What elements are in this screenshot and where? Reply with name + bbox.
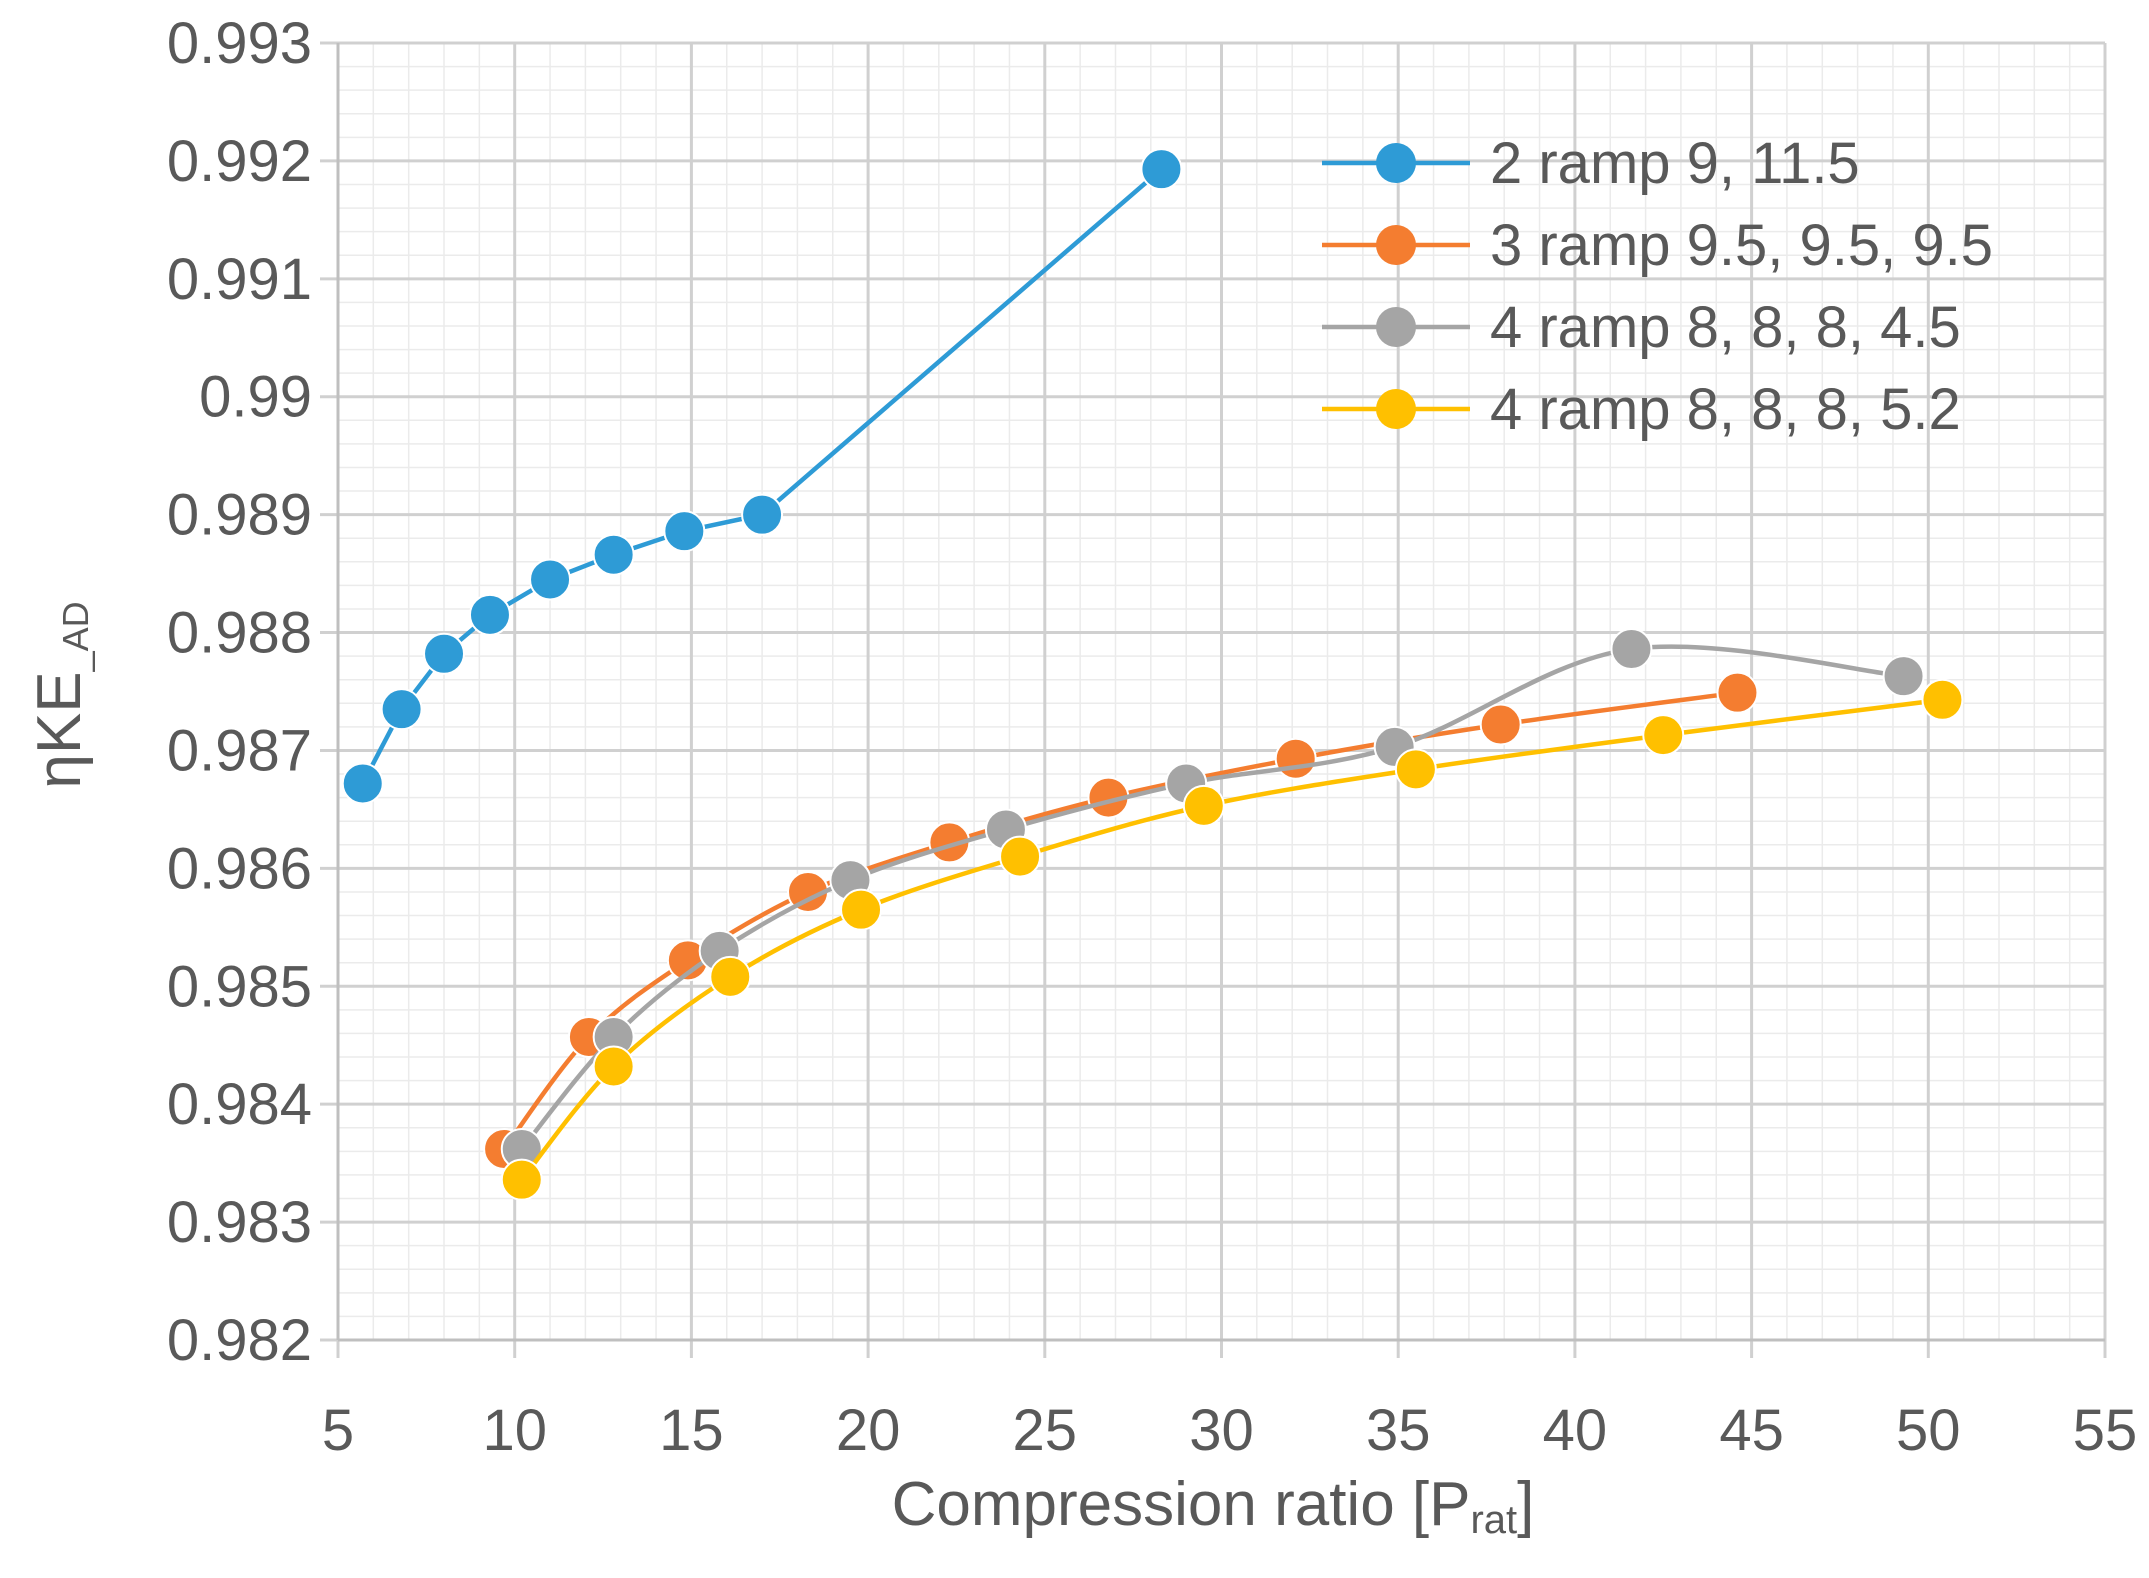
x-tick-label: 5: [322, 1398, 354, 1463]
series-3: [500, 628, 1925, 1170]
legend-label: 3 ramp 9.5, 9.5, 9.5: [1490, 213, 1993, 278]
data-point: [423, 632, 466, 675]
axes: [336, 43, 2105, 1342]
y-tick-label: 0.99: [199, 365, 312, 430]
x-axis-title-main: Compression ratio [P: [892, 1470, 1471, 1539]
series-layer: [341, 148, 1964, 1201]
data-point: [999, 835, 1042, 878]
x-tick-label: 55: [2073, 1398, 2138, 1463]
legend-marker: [1376, 389, 1416, 429]
x-axis-title-subscript: rat: [1470, 1498, 1517, 1542]
data-point: [1182, 784, 1225, 827]
y-tick-label: 0.992: [167, 129, 312, 194]
data-point: [500, 1158, 543, 1201]
x-tick-label: 25: [1013, 1398, 1078, 1463]
data-point: [840, 888, 883, 931]
x-tick-label: 40: [1543, 1398, 1608, 1463]
data-point: [1140, 148, 1183, 191]
x-tick-label: 20: [836, 1398, 901, 1463]
y-axis-title-main: ηKE: [25, 671, 94, 788]
data-point: [1274, 737, 1317, 780]
data-point: [1716, 671, 1759, 714]
x-axis-title-end: ]: [1517, 1470, 1534, 1539]
legend-entry-3: 4 ramp 8, 8, 8, 4.5: [1322, 295, 1961, 360]
y-tick-label: 0.983: [167, 1190, 312, 1255]
data-point: [1921, 678, 1964, 721]
data-point: [928, 821, 971, 864]
y-tick-label: 0.991: [167, 247, 312, 312]
legend-entry-4: 4 ramp 8, 8, 8, 5.2: [1322, 377, 1961, 442]
y-tick-label: 0.984: [167, 1072, 312, 1137]
data-point: [1882, 655, 1925, 698]
legend-label: 4 ramp 8, 8, 8, 4.5: [1490, 295, 1961, 360]
x-tick-label: 15: [659, 1398, 724, 1463]
x-axis-title: Compression ratio [Prat]: [892, 1470, 1535, 1542]
y-tick-label: 0.988: [167, 601, 312, 666]
data-point: [663, 510, 706, 553]
y-tick-label: 0.993: [167, 11, 312, 76]
data-point: [1642, 714, 1685, 757]
data-point: [529, 558, 572, 601]
series-line: [520, 644, 1904, 1151]
legend-label: 2 ramp 9, 11.5: [1490, 131, 1860, 196]
data-point: [741, 493, 784, 536]
x-tick-label: 50: [1896, 1398, 1961, 1463]
series-1: [341, 148, 1183, 805]
legend: 2 ramp 9, 11.5 3 ramp 9.5, 9.5, 9.5 4 ramp…: [1322, 131, 1993, 442]
y-axis-title-subscript: _AD: [55, 601, 96, 672]
data-point: [592, 1045, 635, 1088]
series-line: [520, 697, 1943, 1182]
data-point: [380, 688, 423, 731]
data-point: [709, 955, 752, 998]
x-tick-label: 45: [1719, 1398, 1784, 1463]
data-point: [468, 593, 511, 636]
y-tick-label: 0.987: [167, 718, 312, 783]
tick-labels: 5 10 15 20 25 30 35 40 45 50 55 0.982 0.983 0.984 0.98…: [167, 11, 2137, 1463]
y-axis-title: ηKE_AD: [25, 601, 96, 788]
data-point: [341, 762, 384, 805]
series-4: [500, 678, 1964, 1201]
data-point: [1479, 703, 1522, 746]
legend-entry-1: 2 ramp 9, 11.5: [1322, 131, 1860, 196]
x-tick-label: 30: [1189, 1398, 1254, 1463]
data-point: [592, 533, 635, 576]
y-tick-label: 0.986: [167, 836, 312, 901]
legend-label: 4 ramp 8, 8, 8, 5.2: [1490, 377, 1961, 442]
legend-marker: [1376, 307, 1416, 347]
x-tick-label: 35: [1366, 1398, 1431, 1463]
x-tick-label: 10: [482, 1398, 547, 1463]
y-tick-label: 0.982: [167, 1308, 312, 1373]
y-tick-label: 0.989: [167, 483, 312, 548]
legend-marker: [1376, 225, 1416, 265]
data-point: [1394, 748, 1437, 791]
data-point: [1610, 628, 1653, 671]
legend-entry-2: 3 ramp 9.5, 9.5, 9.5: [1322, 213, 1993, 278]
y-tick-label: 0.985: [167, 954, 312, 1019]
legend-marker: [1376, 143, 1416, 183]
